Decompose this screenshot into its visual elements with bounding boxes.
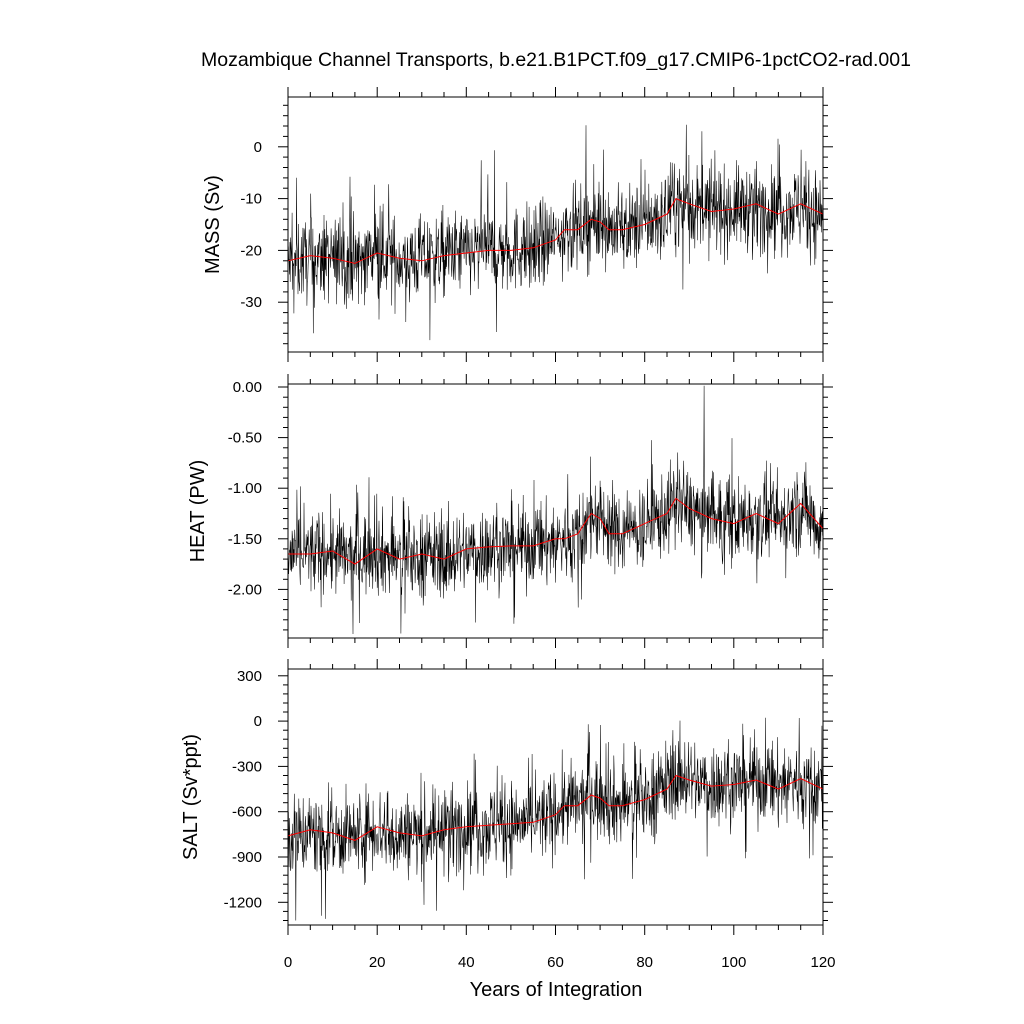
x-tick-label: 60 <box>547 954 564 971</box>
y-tick-label-panel-1: -20 <box>240 242 262 259</box>
y-tick-label-panel-3: -300 <box>232 758 262 775</box>
x-tick-label: 20 <box>369 954 386 971</box>
y-tick-label-panel-2: -2.00 <box>228 581 262 598</box>
y-tick-label-panel-2: 0.00 <box>233 379 262 396</box>
series-line-monthly-panel-2 <box>287 385 824 635</box>
y-axis-label-panel-3: SALT (Sv*ppt) <box>180 734 202 860</box>
panel-1: 0 -10 -20 -30 MASS (Sv) <box>202 87 833 362</box>
y-axis-label-panel-2: HEAT (PW) <box>187 460 209 563</box>
series-line-monthly-panel-1 <box>287 124 824 341</box>
y-tick-label-panel-2: -1.50 <box>228 531 262 548</box>
y-tick-label-panel-3: 0 <box>254 713 262 730</box>
y-tick-label-panel-3: -900 <box>232 849 262 866</box>
y-tick-label-panel-3: -1200 <box>224 894 262 911</box>
y-tick-label-panel-1: -10 <box>240 191 262 208</box>
series-line-annual-mean-panel-3 <box>287 774 824 841</box>
panel-2: 0.00 -0.50 -1.00 -1.50 -2.00 HEAT (PW) <box>187 374 833 648</box>
y-axis-label-panel-1: MASS (Sv) <box>202 175 224 274</box>
x-tick-label: 0 <box>284 954 292 971</box>
series-line-annual-mean-panel-2 <box>288 497 824 565</box>
y-tick-label-panel-1: 0 <box>254 139 262 156</box>
series-line-annual-mean-panel-1 <box>287 197 824 264</box>
panel-3: 300 0 -300 -600 -900 -1200 SALT (Sv*ppt) <box>180 659 833 935</box>
x-tick-label: 120 <box>810 954 835 971</box>
x-tick-label: 100 <box>721 954 746 971</box>
y-tick-label-panel-2: -1.00 <box>228 480 262 497</box>
y-tick-label-panel-3: -600 <box>232 804 262 821</box>
series-line-monthly-panel-3 <box>287 717 824 921</box>
x-tick-label: 80 <box>636 954 653 971</box>
chart-panels: 0 -10 -20 -30 MASS (Sv) 0.00 -0.50 -1.00 -1.50 -2… <box>180 87 836 971</box>
chart-title: Mozambique Channel Transports, b.e21.B1P… <box>201 49 911 71</box>
y-tick-label-panel-2: -0.50 <box>228 430 262 447</box>
y-tick-label-panel-1: -30 <box>240 294 262 311</box>
x-axis-label: Years of Integration <box>470 979 643 1001</box>
y-tick-label-panel-3: 300 <box>237 668 262 685</box>
x-tick-label: 40 <box>458 954 475 971</box>
